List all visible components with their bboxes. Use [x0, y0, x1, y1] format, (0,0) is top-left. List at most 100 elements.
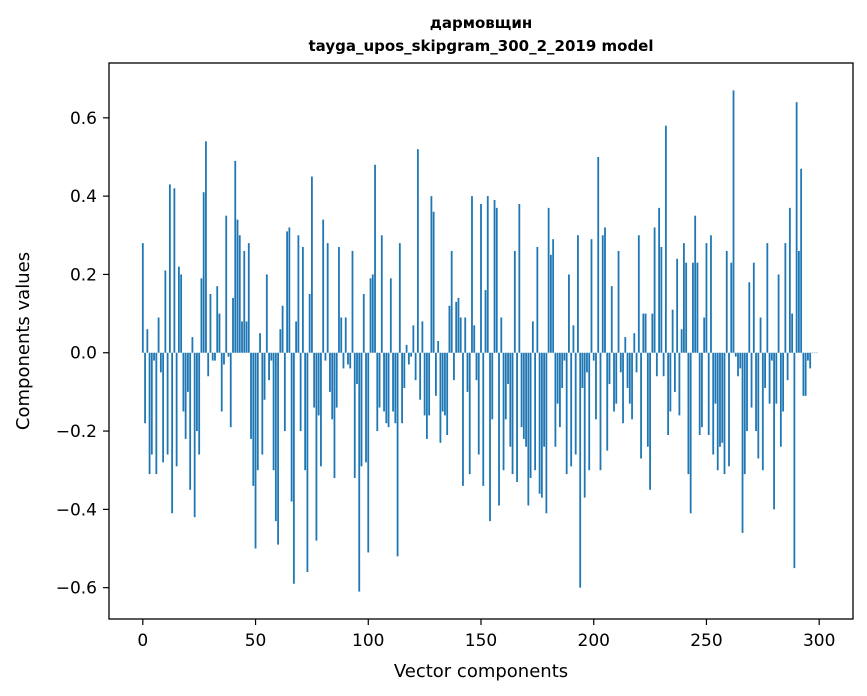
- bar: [755, 352, 757, 432]
- bar: [640, 352, 642, 459]
- bar: [398, 243, 401, 353]
- bar: [324, 352, 327, 361]
- bar: [653, 227, 656, 353]
- bar: [768, 352, 771, 404]
- bar: [464, 317, 467, 353]
- bar: [540, 352, 543, 498]
- bar: [232, 297, 234, 353]
- bar: [444, 352, 446, 416]
- bar: [624, 337, 627, 353]
- y-axis-label: Components values: [13, 252, 34, 430]
- bar: [394, 352, 397, 424]
- bar: [435, 352, 437, 396]
- bar: [297, 235, 300, 353]
- bar: [162, 352, 165, 463]
- bar: [196, 352, 198, 432]
- bar: [509, 352, 512, 447]
- bar: [477, 352, 480, 455]
- bar: [277, 352, 279, 545]
- bar: [272, 352, 275, 471]
- bar: [552, 239, 555, 353]
- bar: [450, 250, 453, 353]
- bar: [586, 352, 588, 373]
- bar: [263, 352, 266, 400]
- bar: [153, 352, 155, 361]
- bar: [482, 352, 485, 486]
- x-tick-label: 200: [578, 631, 610, 651]
- bar: [707, 352, 710, 435]
- bar: [795, 102, 798, 353]
- bar: [279, 329, 282, 353]
- bar: [710, 235, 712, 353]
- bar: [669, 352, 672, 412]
- bar: [734, 352, 737, 357]
- bar: [462, 352, 464, 486]
- bar: [502, 352, 505, 471]
- bar: [489, 352, 491, 522]
- y-tick-label: −0.2: [56, 422, 97, 442]
- bar: [157, 317, 160, 353]
- bar: [376, 352, 379, 432]
- bar: [200, 278, 203, 353]
- bar: [673, 352, 676, 392]
- bar: [732, 90, 735, 353]
- bar: [180, 274, 183, 353]
- bar: [766, 243, 769, 353]
- bar: [588, 352, 591, 471]
- x-tick-label: 300: [803, 631, 835, 651]
- bar: [752, 262, 755, 353]
- bar: [148, 352, 151, 475]
- bar: [214, 352, 216, 361]
- bar: [164, 270, 167, 353]
- bar: [475, 352, 478, 381]
- bar: [292, 352, 295, 584]
- bar: [320, 352, 322, 467]
- x-axis: 0 50 100 150 200 250 300: [137, 619, 835, 651]
- bar: [146, 329, 149, 353]
- bar: [775, 352, 778, 404]
- bar: [322, 219, 325, 353]
- bar: [491, 352, 494, 420]
- bar: [473, 325, 476, 353]
- bar: [187, 352, 189, 392]
- bar: [608, 352, 611, 385]
- bar: [290, 352, 293, 502]
- bar: [344, 317, 347, 353]
- bar: [216, 286, 219, 353]
- bar: [480, 203, 482, 353]
- bar: [545, 352, 548, 514]
- bar: [227, 352, 230, 357]
- bar: [401, 352, 403, 424]
- bar: [572, 325, 575, 353]
- bar: [748, 282, 751, 353]
- bar: [407, 352, 410, 365]
- bar: [574, 352, 577, 455]
- bar: [549, 254, 552, 353]
- bar: [317, 352, 320, 416]
- bar: [694, 215, 697, 353]
- bar: [646, 352, 649, 447]
- bar: [741, 352, 744, 533]
- bar: [667, 352, 670, 435]
- bar: [265, 274, 268, 353]
- bar: [746, 352, 748, 432]
- bar: [315, 352, 318, 541]
- bar: [405, 344, 408, 353]
- bar: [701, 352, 703, 428]
- bar: [570, 352, 573, 467]
- bar: [351, 250, 354, 353]
- bar: [362, 294, 365, 353]
- bar: [374, 164, 376, 353]
- bar: [750, 352, 753, 408]
- bar: [468, 352, 471, 475]
- bar: [655, 352, 658, 377]
- bar: [577, 235, 579, 353]
- bar: [500, 317, 503, 353]
- bar: [416, 149, 419, 353]
- bar: [209, 294, 212, 353]
- bar: [779, 352, 782, 447]
- bar: [504, 352, 507, 420]
- bar: [459, 317, 462, 353]
- bar: [622, 352, 624, 424]
- bar: [288, 227, 291, 353]
